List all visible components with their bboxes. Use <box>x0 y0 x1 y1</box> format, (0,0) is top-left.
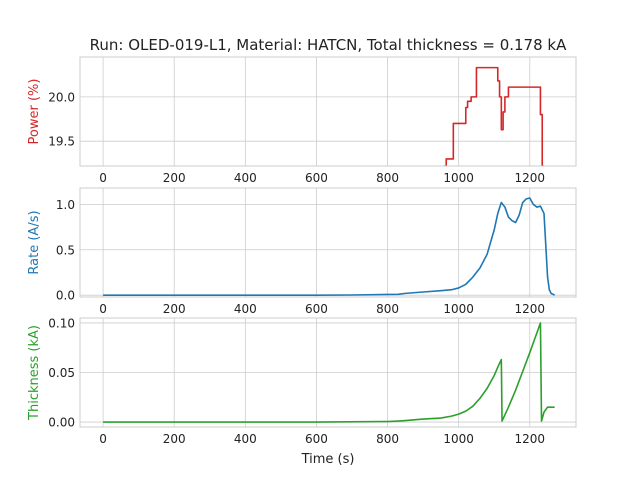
thickness-y-axis-label: Thickness (kA) <box>27 325 42 421</box>
power-x-tick-label: 400 <box>234 171 257 185</box>
power-y-axis-label: Power (%) <box>27 79 42 145</box>
thickness-x-tick-label: 600 <box>305 432 328 446</box>
thickness-x-tick-label: 1200 <box>515 432 546 446</box>
thickness-y-tick-label: 0.05 <box>48 366 75 380</box>
thickness-y-tick-label: 0.10 <box>48 316 75 330</box>
thickness-x-tick-label: 800 <box>376 432 399 446</box>
thickness-x-tick-label: 1000 <box>443 432 474 446</box>
power-x-tick-label: 200 <box>163 171 186 185</box>
rate-x-tick-label: 1200 <box>515 302 546 316</box>
power-x-tick-label: 0 <box>99 171 107 185</box>
thickness-series-line <box>103 322 555 423</box>
power-x-tick-label: 600 <box>305 171 328 185</box>
rate-x-tick-label: 400 <box>234 302 257 316</box>
thickness-panel: 0 200 400 600 800 1000 1200 0.00 0.05 0.10 Thickne… <box>27 316 577 446</box>
rate-axes-frame <box>79 187 577 298</box>
power-y-tick-label: 19.5 <box>48 135 75 149</box>
rate-x-tick-label: 1000 <box>443 302 474 316</box>
rate-series-line <box>103 197 556 296</box>
rate-y-tick-label: 0.0 <box>56 289 75 303</box>
power-axes-frame <box>79 56 577 167</box>
rate-x-tick-label: 800 <box>376 302 399 316</box>
thickness-x-tick-label: 200 <box>163 432 186 446</box>
rate-x-tick-label: 200 <box>163 302 186 316</box>
rate-x-tick-label: 600 <box>305 302 328 316</box>
rate-y-axis-label: Rate (A/s) <box>27 210 42 274</box>
rate-y-tick-label: 1.0 <box>56 198 75 212</box>
chart-title: Run: OLED-019-L1, Material: HATCN, Total… <box>90 36 567 54</box>
power-x-tick-label: 1000 <box>443 171 474 185</box>
thickness-x-tick-label: 0 <box>99 432 107 446</box>
rate-x-tick-label: 0 <box>99 302 107 316</box>
power-x-tick-label: 800 <box>376 171 399 185</box>
chart-panels: 0 200 400 600 800 1000 1200 19.5 20.0 Power (%) 0 2… <box>27 56 577 446</box>
power-x-tick-label: 1200 <box>515 171 546 185</box>
thickness-y-tick-label: 0.00 <box>48 416 75 430</box>
x-axis-label: Time (s) <box>301 452 355 467</box>
power-series-line <box>444 66 544 166</box>
power-panel: 0 200 400 600 800 1000 1200 19.5 20.0 Power (%) <box>27 56 577 185</box>
power-y-tick-label: 20.0 <box>48 90 75 104</box>
rate-panel: 0 200 400 600 800 1000 1200 0.0 0.5 1.0 Rate (A/s) <box>27 187 577 316</box>
rate-y-tick-label: 0.5 <box>56 243 75 257</box>
thickness-axes-frame <box>79 317 577 428</box>
thickness-x-tick-label: 400 <box>234 432 257 446</box>
